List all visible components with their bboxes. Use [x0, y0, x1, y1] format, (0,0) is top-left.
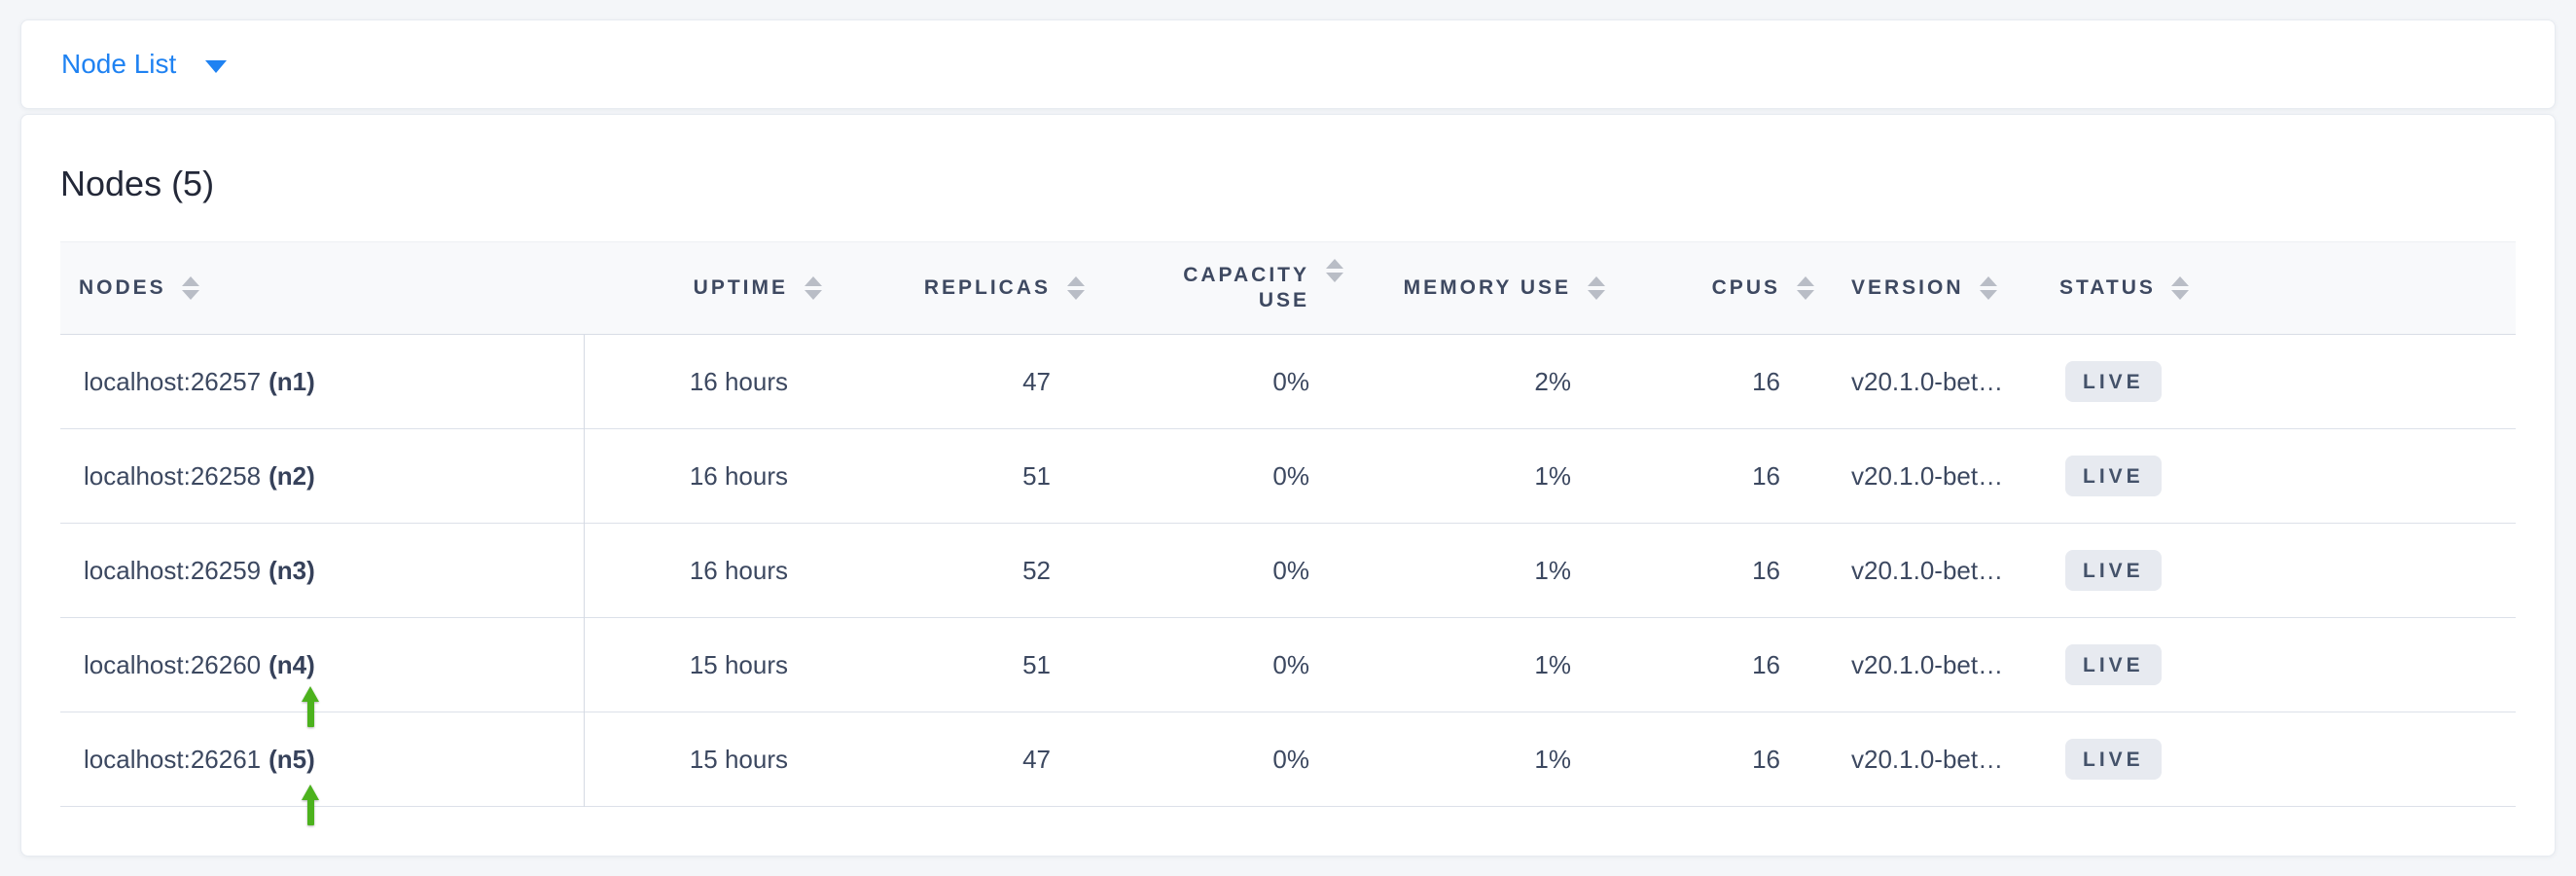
sort-icon [182, 276, 200, 300]
node-list-dropdown-label: Node List [61, 49, 177, 79]
nodes-table: Nodes Uptime Replicas Capacity Use Memor… [60, 241, 2516, 825]
node-address-cell: localhost:26261 (n5) [60, 712, 584, 806]
green-up-arrow-icon-n5 [302, 785, 319, 825]
table-row-n5[interactable]: localhost:26261 (n5) 15 hours 47 0% 1% 1… [60, 712, 2516, 807]
green-up-arrow-icon-n4 [302, 686, 319, 727]
cpus-cell: 16 [1752, 744, 1780, 774]
memory-use-cell: 2% [1534, 366, 1571, 396]
cpus-cell: 16 [1752, 555, 1780, 585]
status-badge: LIVE [2065, 550, 2162, 591]
table-row-n1[interactable]: localhost:26257 (n1) 16 hours 47 0% 2% 1… [60, 335, 2516, 429]
capacity-use-cell: 0% [1272, 366, 1309, 396]
node-address-cell: localhost:26260 (n4) [60, 618, 584, 712]
chevron-down-icon [205, 59, 228, 73]
column-header-capacity-use[interactable]: Capacity Use [1085, 242, 1343, 334]
replicas-cell: 51 [1022, 649, 1051, 679]
nodes-card: Nodes (5) Nodes Uptime Replicas Capacity… [20, 114, 2556, 857]
version-cell: v20.1.0-bet… [1851, 366, 2004, 396]
status-cell: LIVE [2059, 524, 2516, 617]
uptime-cell: 16 hours [689, 366, 788, 396]
uptime-cell: 16 hours [689, 555, 788, 585]
memory-use-cell: 1% [1534, 460, 1571, 491]
uptime-cell: 15 hours [689, 744, 788, 774]
cpus-cell: 16 [1752, 366, 1780, 396]
capacity-use-cell: 0% [1272, 649, 1309, 679]
capacity-use-cell: 0% [1272, 744, 1309, 774]
node-address-cell: localhost:26259 (n3) [60, 524, 584, 617]
sort-icon [1796, 276, 1814, 300]
cpus-cell: 16 [1752, 460, 1780, 491]
column-header-status[interactable]: Status [2059, 242, 2516, 334]
status-cell: LIVE [2059, 712, 2516, 806]
replicas-cell: 47 [1022, 744, 1051, 774]
table-row-n3[interactable]: localhost:26259 (n3) 16 hours 52 0% 1% 1… [60, 524, 2516, 618]
table-body: localhost:26257 (n1) 16 hours 47 0% 2% 1… [60, 335, 2516, 825]
sort-icon [1325, 259, 1343, 282]
sort-icon [1587, 276, 1605, 300]
node-address: localhost:26261 [84, 744, 262, 774]
node-id: (n4) [268, 649, 315, 679]
version-cell: v20.1.0-bet… [1851, 649, 2004, 679]
page-title: Nodes (5) [60, 164, 215, 203]
memory-use-cell: 1% [1534, 744, 1571, 774]
view-switcher-bar: Node List [20, 19, 2556, 109]
memory-use-cell: 1% [1534, 649, 1571, 679]
column-header-nodes[interactable]: Nodes [60, 242, 584, 334]
sort-icon [2171, 276, 2190, 300]
column-header-memory-use[interactable]: Memory Use [1343, 242, 1605, 334]
replicas-cell: 51 [1022, 460, 1051, 491]
version-cell: v20.1.0-bet… [1851, 555, 2004, 585]
replicas-cell: 52 [1022, 555, 1051, 585]
node-address: localhost:26260 [84, 649, 262, 679]
sort-icon [1066, 276, 1085, 300]
version-cell: v20.1.0-bet… [1851, 744, 2004, 774]
sort-icon [1980, 276, 1998, 300]
uptime-cell: 15 hours [689, 649, 788, 679]
node-address-cell: localhost:26258 (n2) [60, 429, 584, 523]
table-row-n2[interactable]: localhost:26258 (n2) 16 hours 51 0% 1% 1… [60, 429, 2516, 524]
replicas-cell: 47 [1022, 366, 1051, 396]
node-id: (n5) [268, 744, 315, 774]
sort-icon [804, 276, 822, 300]
column-header-cpus[interactable]: CPUs [1605, 242, 1814, 334]
cpus-cell: 16 [1752, 649, 1780, 679]
status-badge: LIVE [2065, 361, 2162, 402]
node-address-cell: localhost:26257 (n1) [60, 335, 584, 428]
version-cell: v20.1.0-bet… [1851, 460, 2004, 491]
status-badge: LIVE [2065, 739, 2162, 780]
node-id: (n2) [268, 460, 315, 491]
capacity-use-cell: 0% [1272, 555, 1309, 585]
node-list-dropdown[interactable]: Node List [61, 49, 228, 79]
capacity-use-cell: 0% [1272, 460, 1309, 491]
uptime-cell: 16 hours [689, 460, 788, 491]
status-badge: LIVE [2065, 456, 2162, 496]
table-header-row: Nodes Uptime Replicas Capacity Use Memor… [60, 241, 2516, 335]
status-cell: LIVE [2059, 429, 2516, 523]
status-cell: LIVE [2059, 618, 2516, 712]
column-header-version[interactable]: Version [1814, 242, 2059, 334]
memory-use-cell: 1% [1534, 555, 1571, 585]
table-row-n4[interactable]: localhost:26260 (n4) 15 hours 51 0% 1% 1… [60, 618, 2516, 712]
pinned-column-divider [584, 335, 585, 807]
status-badge: LIVE [2065, 644, 2162, 685]
node-id: (n1) [268, 366, 315, 396]
node-id: (n3) [268, 555, 315, 585]
column-header-uptime[interactable]: Uptime [584, 242, 822, 334]
status-cell: LIVE [2059, 335, 2516, 428]
node-address: localhost:26257 [84, 366, 262, 396]
column-header-replicas[interactable]: Replicas [822, 242, 1085, 334]
node-address: localhost:26259 [84, 555, 262, 585]
node-address: localhost:26258 [84, 460, 262, 491]
